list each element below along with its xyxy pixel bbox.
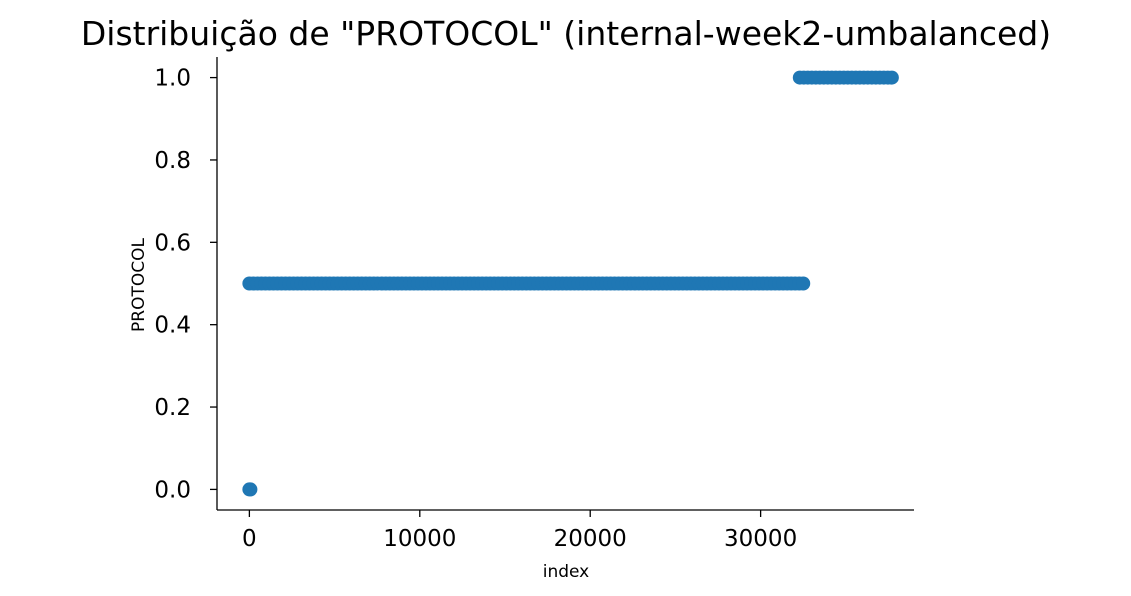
y-tick-label: 1.0 bbox=[154, 66, 191, 92]
y-tick-label: 0.4 bbox=[154, 313, 191, 339]
y-tick-label: 0.6 bbox=[154, 230, 191, 256]
x-axis-ticks: 0 10000 20000 30000 bbox=[242, 510, 797, 552]
y-tick-label: 0.8 bbox=[154, 148, 191, 174]
chart-title: Distribuição de "PROTOCOL" (internal-wee… bbox=[81, 14, 1051, 53]
data-point bbox=[884, 70, 899, 85]
y-tick-label: 0.0 bbox=[154, 477, 191, 503]
y-axis-label: PROTOCOL bbox=[129, 238, 149, 332]
data-points bbox=[242, 70, 899, 497]
x-tick-label: 20000 bbox=[554, 526, 627, 552]
x-axis-label: index bbox=[543, 562, 590, 582]
x-tick-label: 30000 bbox=[724, 526, 797, 552]
x-tick-label: 10000 bbox=[383, 526, 456, 552]
x-tick-label: 0 bbox=[242, 526, 257, 552]
y-tick-label: 0.2 bbox=[154, 395, 191, 421]
data-point bbox=[796, 276, 811, 291]
y-axis-ticks: 0.0 0.2 0.4 0.6 0.8 1.0 bbox=[154, 66, 217, 503]
data-point bbox=[243, 482, 258, 497]
